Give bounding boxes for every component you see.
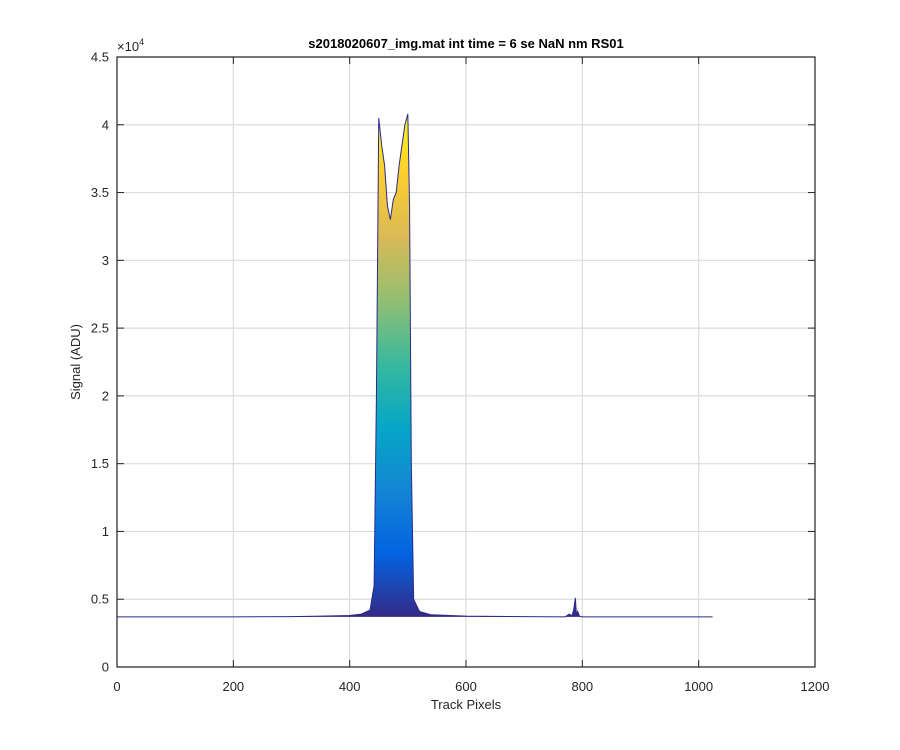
y-tick-label: 0.5 [91, 592, 109, 607]
x-tick-label: 200 [222, 679, 244, 694]
y-axis-label: Signal (ADU) [68, 324, 83, 400]
x-tick-label: 1200 [801, 679, 830, 694]
x-tick-label: 600 [455, 679, 477, 694]
y-tick-label: 3.5 [91, 185, 109, 200]
y-tick-labels: 0 0.5 1 1.5 2 2.5 3 3.5 4 4.5 [91, 50, 109, 675]
y-tick-label: 0 [102, 660, 109, 675]
y-exponent-label: ×104 [117, 37, 144, 54]
x-tick-label: 400 [339, 679, 361, 694]
y-tick-label: 2 [102, 388, 109, 403]
x-tick-labels: 0 200 400 600 800 1000 1200 [113, 679, 829, 694]
y-tick-label: 4.5 [91, 50, 109, 65]
y-tick-label: 1.5 [91, 456, 109, 471]
y-tick-label: 4 [102, 117, 109, 132]
chart-title: s2018020607_img.mat int time = 6 se NaN … [308, 36, 623, 51]
y-tick-label: 2.5 [91, 321, 109, 336]
y-exponent-power: 4 [139, 37, 144, 47]
y-exponent-base: ×10 [117, 39, 139, 54]
x-tick-label: 1000 [684, 679, 713, 694]
axes-box [116, 56, 816, 668]
y-tick-label: 1 [102, 524, 109, 539]
x-tick-label: 0 [113, 679, 120, 694]
y-tick-label: 3 [102, 253, 109, 268]
x-axis-label: Track Pixels [431, 697, 502, 712]
series-line [117, 113, 713, 618]
x-tick-label: 800 [571, 679, 593, 694]
data-layer [117, 113, 713, 618]
axes-frame [116, 56, 816, 668]
